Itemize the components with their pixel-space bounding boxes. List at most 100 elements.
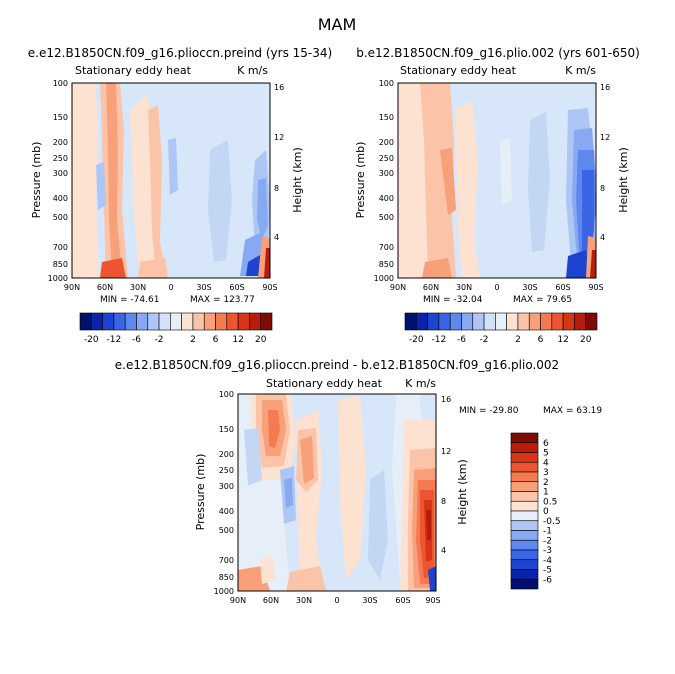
y-tick-label: 400 — [219, 507, 234, 516]
x-tick-label: 90S — [262, 283, 277, 292]
y2-tick-label: 8 — [441, 497, 446, 506]
colorbar-swatch — [510, 481, 539, 492]
colorbar-swatch — [438, 312, 451, 331]
colorbar-swatch — [192, 312, 205, 331]
colorbar-tick-label: -6 — [132, 335, 141, 345]
y-tick-label: 250 — [219, 466, 234, 475]
colorbar-swatch — [113, 312, 126, 331]
y2-tick-label: 16 — [600, 83, 610, 92]
y-tick-label: 400 — [379, 194, 394, 203]
colorbar-swatch — [551, 312, 564, 331]
y-tick-label: 200 — [53, 138, 68, 147]
colorbar-swatch — [427, 312, 440, 331]
colorbar-tick-label: 20 — [580, 335, 592, 345]
y-tick-label: 850 — [53, 260, 68, 269]
plot-frame — [237, 393, 437, 592]
x-tick-label: 30S — [362, 596, 377, 605]
colorbar-tick-label: 2 — [543, 478, 549, 488]
x-tick-label: 60S — [555, 283, 570, 292]
y-tick-label: 150 — [53, 113, 68, 122]
colorbar-swatch — [461, 312, 474, 331]
colorbar-swatch — [585, 312, 598, 331]
colorbar-swatch — [79, 312, 92, 331]
contour-field — [72, 83, 270, 278]
colorbar-swatch — [562, 312, 575, 331]
colorbar-tick-label: 6 — [538, 335, 544, 345]
y2-axis: 16 12 8 4 — [274, 83, 284, 242]
x-tick-label: 30S — [522, 283, 537, 292]
y-tick-label: 500 — [379, 213, 394, 222]
x-tick-label: 30N — [456, 283, 472, 292]
colorbar-swatch — [540, 312, 553, 331]
contour-field — [238, 394, 436, 591]
colorbar-swatch — [510, 549, 539, 561]
x-tick-label: 60S — [395, 596, 410, 605]
y-tick-label: 850 — [379, 260, 394, 269]
colorbar-horizontal: -20 -12 -6 -2 2 6 12 20 — [79, 312, 273, 345]
y2-tick-label: 16 — [441, 395, 451, 404]
y-tick-label: 700 — [53, 243, 68, 252]
y2-axis: 16 12 8 4 — [441, 395, 451, 555]
x-tick-label: 90S — [425, 596, 440, 605]
x-axis: 90N 60N 30N 0 30S 60S 90S — [64, 283, 278, 292]
panel-plio: b.e12.B1850CN.f09_g16.plio.002 (yrs 601-… — [354, 46, 640, 345]
x-tick-label: 0 — [168, 283, 173, 292]
min-label: MIN = -32.04 — [423, 295, 483, 305]
colorbar-swatch — [495, 312, 507, 331]
y-tick-label: 150 — [219, 425, 234, 434]
x-tick-label: 60N — [263, 596, 279, 605]
y-tick-label: 100 — [379, 79, 394, 88]
colorbar-swatch — [483, 312, 496, 331]
colorbar-tick-label: -2 — [480, 335, 489, 345]
y2-axis: 16 12 8 4 — [600, 83, 610, 242]
colorbar-swatch — [90, 312, 103, 331]
colorbar-swatch — [415, 312, 428, 331]
min-label: MIN = -74.61 — [100, 295, 159, 305]
y-axis-label: Pressure (mb) — [194, 454, 207, 531]
y-tick-label: 250 — [53, 154, 68, 163]
y2-tick-label: 8 — [600, 184, 605, 193]
y-tick-label: 300 — [219, 482, 234, 491]
colorbar-swatch — [472, 312, 485, 331]
y-tick-label: 850 — [219, 573, 234, 582]
colorbar-swatch — [574, 312, 587, 331]
colorbar-tick-label: -20 — [409, 335, 424, 345]
colorbar-horizontal: -20 -12 -6 -2 2 6 12 20 — [404, 312, 598, 345]
colorbar-swatch — [226, 312, 239, 331]
colorbar-tick-label: 12 — [232, 335, 243, 345]
colorbar-swatch — [510, 432, 539, 444]
colorbar-swatch — [449, 312, 462, 331]
colorbar-tick-label: 6 — [543, 439, 549, 449]
x-tick-label: 0 — [334, 596, 339, 605]
colorbar-tick-label: -12 — [107, 335, 122, 345]
y-tick-label: 500 — [53, 213, 68, 222]
x-tick-label: 30N — [130, 283, 146, 292]
colorbar-swatch — [147, 312, 160, 331]
colorbar-swatch — [124, 312, 137, 331]
colorbar-swatch — [170, 312, 182, 331]
colorbar-swatch — [158, 312, 171, 331]
max-label: MAX = 63.19 — [543, 406, 602, 416]
y-tick-label: 500 — [219, 526, 234, 535]
y2-tick-label: 4 — [441, 546, 446, 555]
colorbar-swatch — [260, 312, 273, 331]
y-tick-label: 1000 — [214, 587, 234, 596]
colorbar-swatch — [510, 530, 539, 541]
x-tick-label: 90S — [588, 283, 603, 292]
plot-frame — [397, 82, 597, 279]
colorbar-swatch — [510, 510, 539, 522]
colorbar-swatch — [510, 520, 539, 531]
colorbar-swatch — [510, 539, 539, 551]
y2-tick-label: 4 — [274, 233, 279, 242]
panel-units: K m/s — [237, 64, 268, 77]
y-tick-label: 100 — [219, 390, 234, 399]
x-axis: 90N 60N 30N 0 30S 60S 90S — [230, 596, 441, 605]
panel-preind: e.e12.B1850CN.f09_g16.plioccn.preind (yr… — [28, 46, 332, 345]
colorbar-tick-label: 4 — [543, 458, 549, 468]
colorbar-tick-label: -5 — [543, 566, 552, 576]
y-tick-label: 1000 — [48, 274, 68, 283]
y2-tick-label: 16 — [274, 83, 284, 92]
x-tick-label: 60N — [423, 283, 439, 292]
